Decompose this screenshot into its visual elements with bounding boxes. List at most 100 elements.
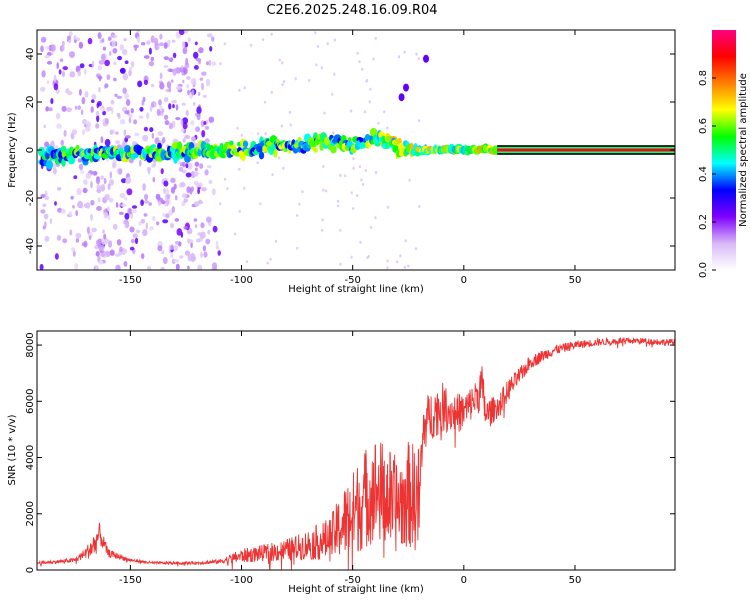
spectrogram-speckle bbox=[358, 165, 362, 169]
spectrogram-speckle bbox=[40, 45, 44, 53]
spectrogram-speckle bbox=[104, 59, 110, 67]
spectrogram-speckle bbox=[280, 124, 284, 128]
spectrogram-speckle bbox=[181, 169, 187, 174]
spectrogram-speckle bbox=[289, 123, 292, 127]
spectrogram-speckle bbox=[281, 61, 284, 65]
spectrogram-speckle bbox=[46, 80, 50, 84]
spectrogram-speckle bbox=[332, 131, 335, 135]
spectrogram-speckle bbox=[320, 66, 324, 70]
snr-xtick-label: 50 bbox=[569, 575, 582, 586]
spectrogram-speckle bbox=[206, 165, 212, 169]
spectrogram-speckle bbox=[301, 190, 304, 194]
spectrogram-speckle bbox=[352, 207, 355, 210]
spectrogram-speckle bbox=[196, 106, 202, 114]
spectrogram-speckle bbox=[152, 176, 156, 183]
spectrogram-speckle bbox=[172, 104, 175, 109]
spectrogram-speckle bbox=[182, 117, 189, 125]
spectrogram-speckle bbox=[159, 72, 163, 80]
spectrogram-speckle bbox=[184, 134, 191, 140]
spectrogram-speckle bbox=[103, 233, 107, 240]
spectrogram-speckle bbox=[120, 203, 127, 208]
spectrogram-speckle bbox=[95, 178, 101, 185]
spectrogram-speckle bbox=[367, 254, 370, 258]
spectrogram-speckle bbox=[195, 58, 202, 62]
spectrogram-speckle bbox=[130, 108, 134, 114]
spectrogram-speckle bbox=[190, 78, 197, 85]
spectrogram-speckle bbox=[82, 187, 88, 194]
spectrogram-speckle bbox=[182, 79, 185, 84]
spectrogram-speckle bbox=[143, 213, 148, 217]
spectrogram-speckle bbox=[76, 188, 82, 196]
spectrogram-speckle bbox=[56, 123, 62, 129]
spectrogram-speckle bbox=[199, 163, 204, 169]
spectrogram-speckle bbox=[175, 117, 181, 121]
spectrogram-speckle bbox=[140, 42, 146, 46]
spectrogram-speckle bbox=[96, 188, 102, 194]
spectrogram-speckle bbox=[374, 36, 377, 40]
spectrogram-speckle bbox=[151, 102, 154, 108]
spectrogram-speckle bbox=[75, 238, 80, 243]
spectrogram-speckle bbox=[109, 129, 114, 135]
spectrogram-speckle bbox=[69, 71, 76, 78]
spectrogram-speckle bbox=[171, 39, 176, 43]
spectrogram-speckle bbox=[113, 77, 117, 82]
spectrogram-speckle bbox=[108, 36, 112, 41]
spectrogram-speckle bbox=[114, 140, 121, 145]
spectrogram-speckle bbox=[49, 218, 53, 225]
spectrogram-ridge-blob bbox=[242, 140, 249, 148]
spectrogram-speckle bbox=[120, 118, 126, 125]
spectrogram-ticks: -150 -100 -50 0 50 -40 -20 0 20 40 bbox=[25, 30, 675, 286]
spectrogram-speckle bbox=[95, 266, 98, 270]
spectrogram-speckle bbox=[125, 135, 131, 139]
spectrogram-speckle bbox=[59, 58, 64, 62]
spectrogram-speckle bbox=[44, 54, 50, 59]
spectrogram-speckle bbox=[82, 179, 88, 185]
spectrogram-speckle bbox=[414, 247, 418, 251]
spectrogram-speckle bbox=[135, 229, 141, 234]
spectrogram-speckle bbox=[95, 123, 100, 129]
snr-ytick-label: 2000 bbox=[25, 501, 36, 526]
spectrogram-xtick-label: 50 bbox=[569, 275, 582, 286]
spectrogram-speckle bbox=[215, 245, 220, 250]
spectrogram-speckle bbox=[161, 108, 165, 113]
spectrogram-speckle bbox=[131, 209, 137, 213]
spectrogram-speckle bbox=[75, 210, 79, 217]
spectrogram-speckle bbox=[98, 87, 101, 93]
spectrogram-speckle bbox=[98, 76, 103, 80]
spectrogram-speckle bbox=[112, 223, 118, 230]
spectrogram-speckle bbox=[187, 37, 191, 43]
spectrogram-speckle bbox=[274, 239, 278, 243]
spectrogram-speckle bbox=[152, 215, 156, 222]
spectrogram-xtick-label: -150 bbox=[119, 275, 142, 286]
spectrogram-speckle bbox=[197, 182, 204, 188]
spectrogram-speckle bbox=[238, 88, 241, 92]
spectrogram-ridge-blob bbox=[229, 140, 234, 146]
spectrogram-speckle bbox=[403, 50, 406, 54]
spectrogram-speckle bbox=[96, 115, 100, 123]
spectrogram-speckle bbox=[100, 184, 106, 192]
spectrogram-speckle bbox=[193, 51, 199, 59]
spectrogram-speckle bbox=[81, 129, 86, 135]
spectrogram-speckle bbox=[99, 61, 102, 65]
spectrogram-speckle bbox=[53, 83, 59, 91]
spectrogram-speckle bbox=[365, 78, 369, 82]
spectrogram-speckle bbox=[211, 36, 215, 42]
spectrogram-speckle bbox=[101, 38, 105, 43]
spectrogram-speckle bbox=[170, 222, 174, 229]
spectrogram-speckle bbox=[205, 216, 212, 223]
spectrogram-speckle bbox=[386, 205, 390, 209]
spectrogram-speckle bbox=[68, 31, 73, 37]
spectrogram-speckle bbox=[181, 193, 188, 199]
spectrogram-speckle bbox=[39, 86, 46, 92]
spectrogram-speckle bbox=[88, 235, 92, 240]
spectrogram-speckle bbox=[53, 74, 57, 83]
spectrogram-speckle bbox=[179, 182, 183, 188]
spectrogram-speckle bbox=[158, 42, 165, 47]
spectrogram-speckle bbox=[91, 99, 95, 103]
spectrogram-speckle bbox=[107, 183, 111, 190]
spectrogram-speckle bbox=[148, 47, 152, 55]
spectrogram-speckle bbox=[125, 99, 131, 106]
spectrogram-speckle bbox=[63, 129, 67, 137]
spectrogram-speckle bbox=[102, 110, 106, 116]
spectrogram-speckle bbox=[196, 113, 201, 121]
